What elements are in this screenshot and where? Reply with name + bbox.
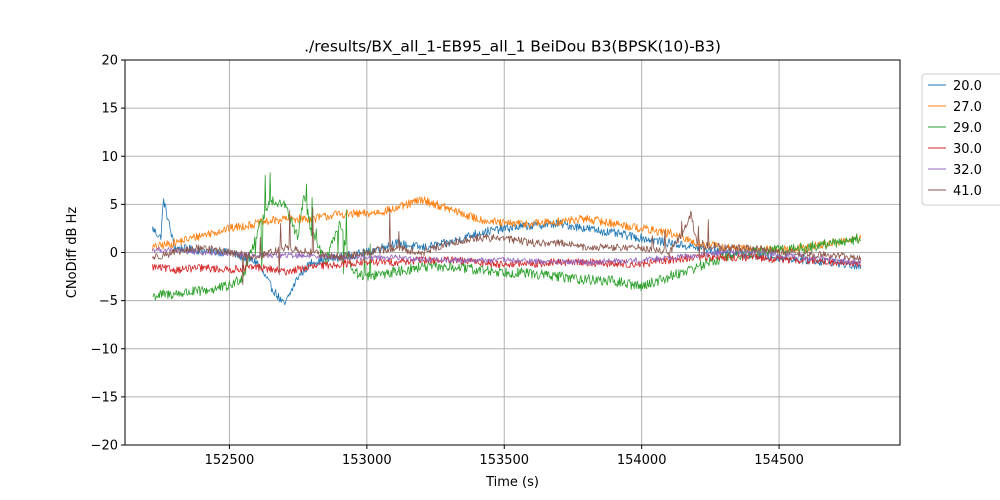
x-tick-label: 152500 — [205, 453, 255, 468]
y-tick-label: 20 — [101, 54, 118, 69]
y-tick-label: −5 — [99, 294, 118, 309]
series-line-27.0 — [152, 196, 862, 255]
series-layer — [152, 172, 862, 306]
y-tick-label: 0 — [110, 246, 118, 261]
y-tick-label: 15 — [101, 102, 118, 117]
y-tick-label: −10 — [91, 342, 118, 357]
legend-label: 27.0 — [953, 100, 982, 115]
x-tick-label: 153500 — [479, 453, 529, 468]
series-line-41.0 — [152, 207, 862, 286]
legend: 20.0 27.0 29.0 30.0 32.0 41.0 — [921, 73, 1000, 206]
chart-title: ./results/BX_all_1-EB95_all_1 BeiDou B3(… — [304, 38, 721, 57]
y-tick-label: 10 — [101, 150, 118, 165]
y-tick-label: 5 — [110, 198, 118, 213]
y-axis: −20 −15 −10 −5 0 5 10 15 20 — [91, 54, 125, 454]
legend-label: 29.0 — [953, 121, 982, 136]
legend-label: 32.0 — [953, 163, 982, 178]
series-line-32.0 — [152, 246, 862, 266]
series-line-30.0 — [152, 253, 862, 276]
series-line-29.0 — [152, 172, 862, 301]
y-tick-label: −20 — [91, 439, 118, 454]
y-axis-label: CNoDiff dB Hz — [65, 207, 80, 299]
x-axis: 152500 153000 153500 154000 154500 — [205, 445, 804, 468]
x-axis-label: Time (s) — [485, 475, 539, 490]
y-tick-label: −15 — [91, 390, 118, 405]
x-tick-label: 154000 — [617, 453, 667, 468]
series-line-20.0 — [152, 198, 862, 306]
legend-label: 41.0 — [953, 184, 982, 199]
legend-box — [921, 73, 1000, 206]
legend-label: 30.0 — [953, 142, 982, 157]
x-tick-label: 153000 — [342, 453, 392, 468]
legend-label: 20.0 — [953, 79, 982, 94]
x-tick-label: 154500 — [754, 453, 804, 468]
